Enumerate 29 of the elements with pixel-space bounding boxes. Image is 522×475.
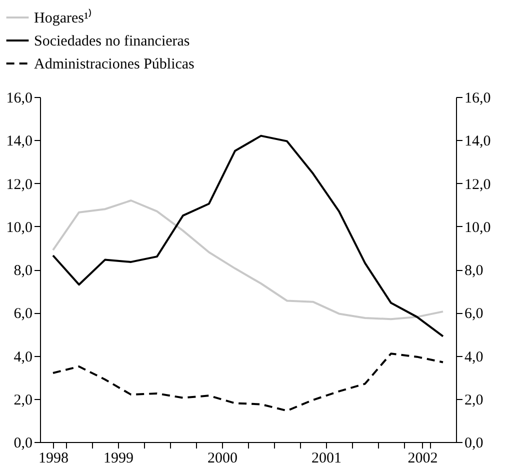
x-tick-label: 1999 xyxy=(104,450,134,466)
y2-tick-label: 14,0 xyxy=(464,134,491,150)
y-tick-label: 14,0 xyxy=(6,134,32,150)
legend-label: Sociedades no financieras xyxy=(34,34,190,50)
legend-label: Hogares¹⁾ xyxy=(34,8,92,26)
line-series xyxy=(52,134,444,338)
y2-tick-label: 0,0 xyxy=(464,436,484,452)
y-tick-label: 4,0 xyxy=(14,349,32,366)
line-series xyxy=(52,200,444,320)
y-tick-label: 16,0 xyxy=(6,90,32,106)
y2-tick-label: 16,0 xyxy=(464,90,491,106)
y-tick-label: 6,0 xyxy=(14,306,32,322)
x-tick-label: 2000 xyxy=(208,450,238,466)
y2-tick-label: 2,0 xyxy=(464,392,484,408)
legend-label: Administraciones Públicas xyxy=(34,56,195,72)
line-series xyxy=(52,352,444,412)
y2-tick-label: 4,0 xyxy=(464,349,484,366)
y-tick-label: 10,0 xyxy=(6,220,32,236)
y-tick-label: 2,0 xyxy=(14,392,32,408)
y-tick-label: 0,0 xyxy=(14,436,32,452)
y2-tick-label: 8,0 xyxy=(464,263,484,279)
y2-tick-label: 6,0 xyxy=(464,306,484,322)
x-tick-label: 1998 xyxy=(38,450,68,466)
y-tick-label: 12,0 xyxy=(6,176,32,193)
y2-tick-label: 12,0 xyxy=(464,176,491,193)
x-tick-label: 2002 xyxy=(408,450,438,466)
y-tick-label: 8,0 xyxy=(14,263,32,279)
x-tick-label: 2001 xyxy=(312,450,342,466)
y2-tick-label: 10,0 xyxy=(464,220,491,236)
